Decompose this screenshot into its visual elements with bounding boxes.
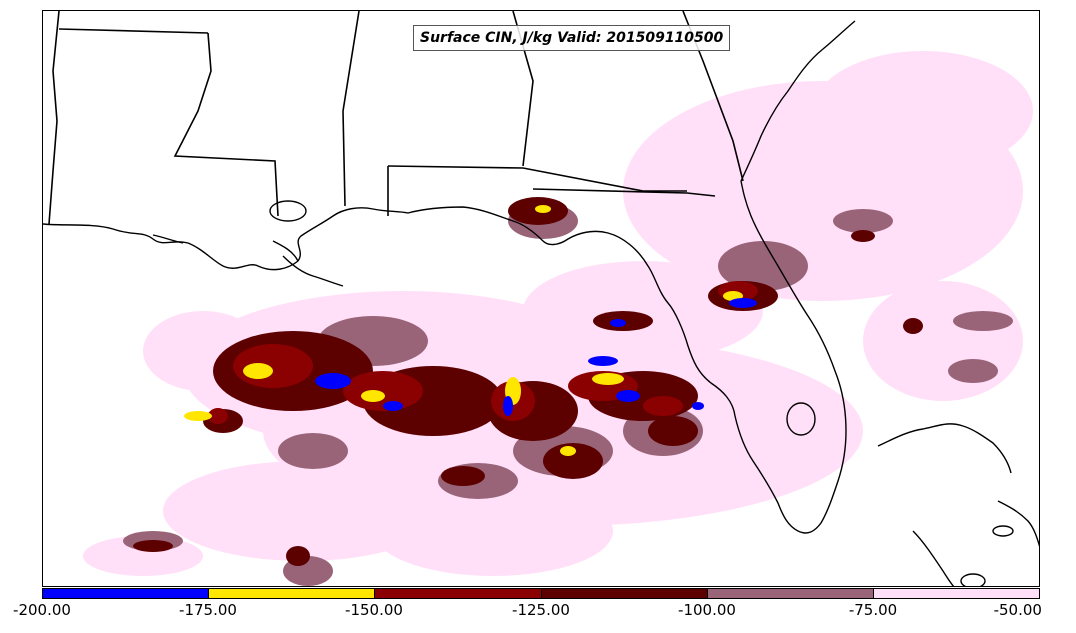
coastlines: [43, 20, 1039, 586]
cin-field-max: [315, 298, 757, 416]
colorbar-tick: -175.00: [179, 601, 237, 619]
colorbar-tick: -150.00: [345, 601, 403, 619]
colorbar-tick: -125.00: [512, 601, 570, 619]
cin-field-extreme: [184, 205, 743, 456]
colorbar-bin-darkred: [540, 589, 707, 598]
colorbar-tick: -50.00: [993, 601, 1042, 619]
colorbar-bin-red: [374, 589, 541, 598]
colorbar-bin-mauve: [706, 589, 873, 598]
cin-field-weak: [83, 51, 1033, 576]
map-panel: Surface CIN, J/kg Valid: 201509110500: [42, 10, 1040, 587]
colorbar-bin-blue: [43, 589, 209, 598]
cin-map: [43, 11, 1039, 586]
colorbar-tick: -75.00: [848, 601, 898, 619]
state-borders: [48, 11, 744, 225]
map-title: Surface CIN, J/kg Valid: 201509110500: [413, 25, 731, 51]
colorbar-tick: -200.00: [13, 601, 71, 619]
colorbar-bin-pink: [872, 589, 1040, 598]
colorbar: [42, 588, 1040, 599]
colorbar-tick: -100.00: [678, 601, 736, 619]
colorbar-bin-yellow: [208, 589, 375, 598]
